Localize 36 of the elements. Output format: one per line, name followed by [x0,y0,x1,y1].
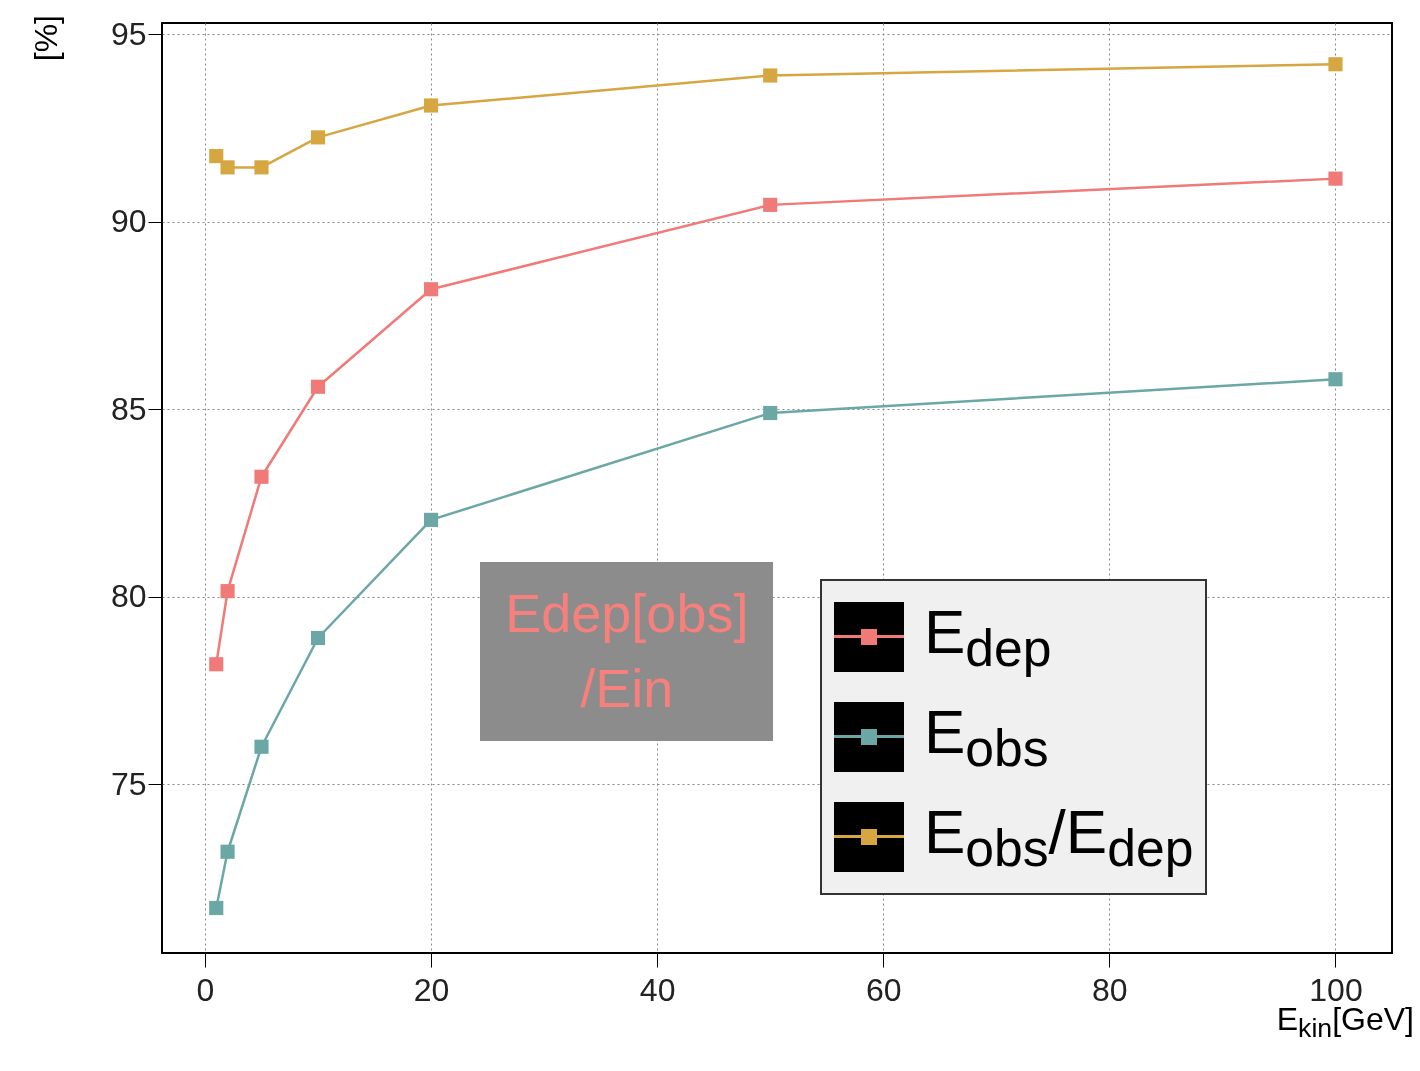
point [1328,171,1343,186]
point [220,584,235,599]
point [423,512,439,527]
y-tick-label: 80 [110,578,147,615]
y-tick-label: 75 [110,765,147,802]
point [763,405,778,421]
x-tick-label: 20 [413,971,450,1008]
point [254,739,269,754]
y-tick-label: 85 [110,390,147,427]
point [310,130,326,145]
point [310,379,326,394]
point [209,149,224,164]
point [254,469,269,484]
y-axis-title: [%] [28,15,65,62]
legend-label: E$_{obs}$/E$_{dep}$ [923,795,1194,878]
y-tick-label: 90 [110,203,147,240]
legend-label: E$_{dep}$ [923,595,1052,678]
point [220,844,235,859]
annotation: Edep[obs] /Ein [480,561,774,742]
point [209,657,224,672]
point [220,160,235,175]
point [254,160,269,175]
x-tick-label: 80 [1092,971,1128,1008]
point [1328,57,1343,72]
point [209,900,224,916]
point [763,197,778,212]
y-tick-label: 95 [110,15,147,52]
x-tick-label: 0 [196,971,215,1008]
point [423,98,439,113]
point [310,630,326,646]
point [1328,372,1343,387]
x-tick-label: 40 [639,971,676,1008]
point [763,68,778,83]
legend-label: E$_{obs}$ [923,695,1049,778]
x-tick-label: 60 [865,971,902,1008]
point [423,282,439,297]
